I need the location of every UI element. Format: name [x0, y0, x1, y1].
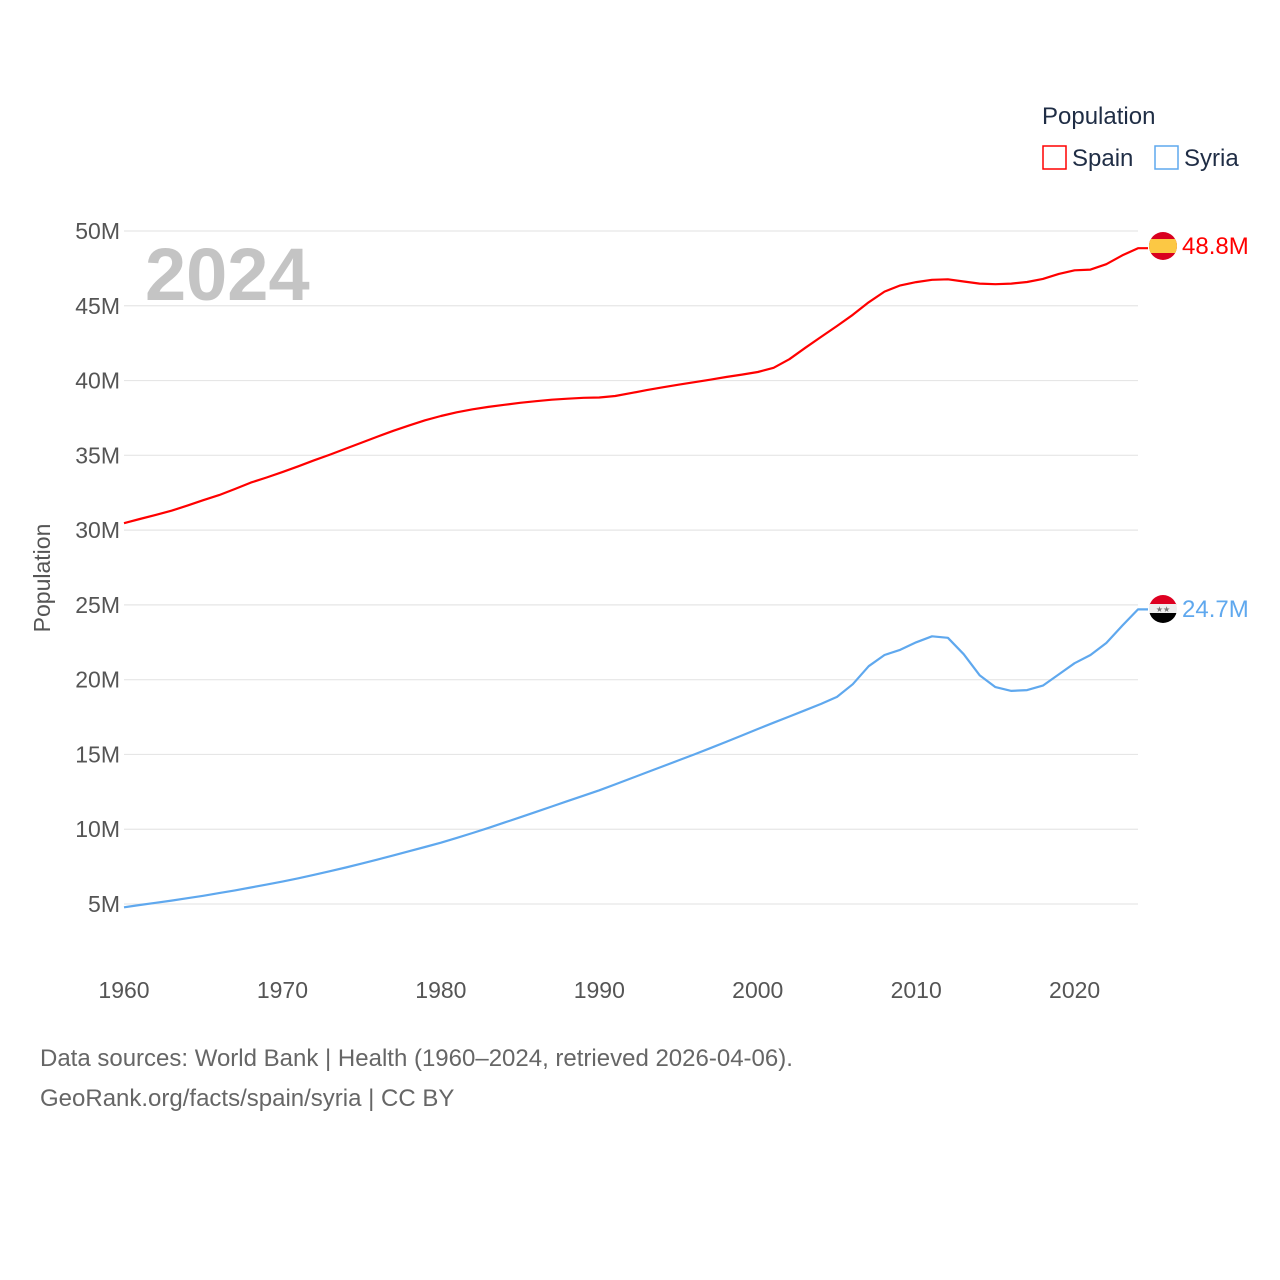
series-lines: [123, 247, 1148, 909]
y-tick-label: 20M: [75, 667, 120, 693]
y-tick-label: 15M: [75, 741, 120, 767]
x-tick-label: 1960: [98, 977, 149, 1003]
series-line-syria[interactable]: [123, 608, 1148, 909]
y-tick-label: 25M: [75, 592, 120, 618]
spain-end-label: 48.8M: [1182, 233, 1249, 260]
year-overlay: 2024: [145, 233, 310, 316]
series-line-spain[interactable]: [123, 247, 1148, 525]
x-tick-label: 2000: [732, 977, 783, 1003]
gridlines: [124, 230, 1138, 905]
y-axis-label: Population: [29, 524, 55, 633]
y-tick-label: 50M: [75, 218, 120, 244]
legend: Population Spain Syria: [1042, 103, 1239, 172]
x-tick-label: 1990: [574, 977, 625, 1003]
y-tick-label: 35M: [75, 442, 120, 468]
legend-label-spain[interactable]: Spain: [1072, 145, 1133, 172]
x-tick-label: 1980: [415, 977, 466, 1003]
y-tick-label: 10M: [75, 816, 120, 842]
x-tick-label: 2020: [1049, 977, 1100, 1003]
legend-title: Population: [1042, 103, 1155, 130]
y-axis-ticks: 5M 10M 15M 20M 25M 30M 35M 40M 45M 50M: [75, 218, 120, 917]
y-tick-label: 40M: [75, 368, 120, 394]
y-tick-label: 5M: [88, 891, 120, 917]
legend-swatch-spain[interactable]: [1042, 145, 1067, 170]
spain-flag-icon: [1149, 232, 1177, 260]
legend-swatch-syria[interactable]: [1154, 145, 1179, 170]
x-tick-label: 1970: [257, 977, 308, 1003]
attribution-link[interactable]: GeoRank.org/facts/spain/syria | CC BY: [40, 1085, 455, 1112]
svg-text:★★: ★★: [1156, 605, 1170, 614]
data-source-note: Data sources: World Bank | Health (1960–…: [40, 1045, 793, 1072]
legend-label-syria[interactable]: Syria: [1184, 145, 1239, 172]
syria-flag-icon: ★★: [1149, 595, 1177, 623]
y-tick-label: 45M: [75, 293, 120, 319]
x-axis-ticks: 1960 1970 1980 1990 2000 2010 2020: [98, 977, 1100, 1003]
x-tick-label: 2010: [891, 977, 942, 1003]
y-tick-label: 30M: [75, 517, 120, 543]
syria-end-label: 24.7M: [1182, 596, 1249, 623]
